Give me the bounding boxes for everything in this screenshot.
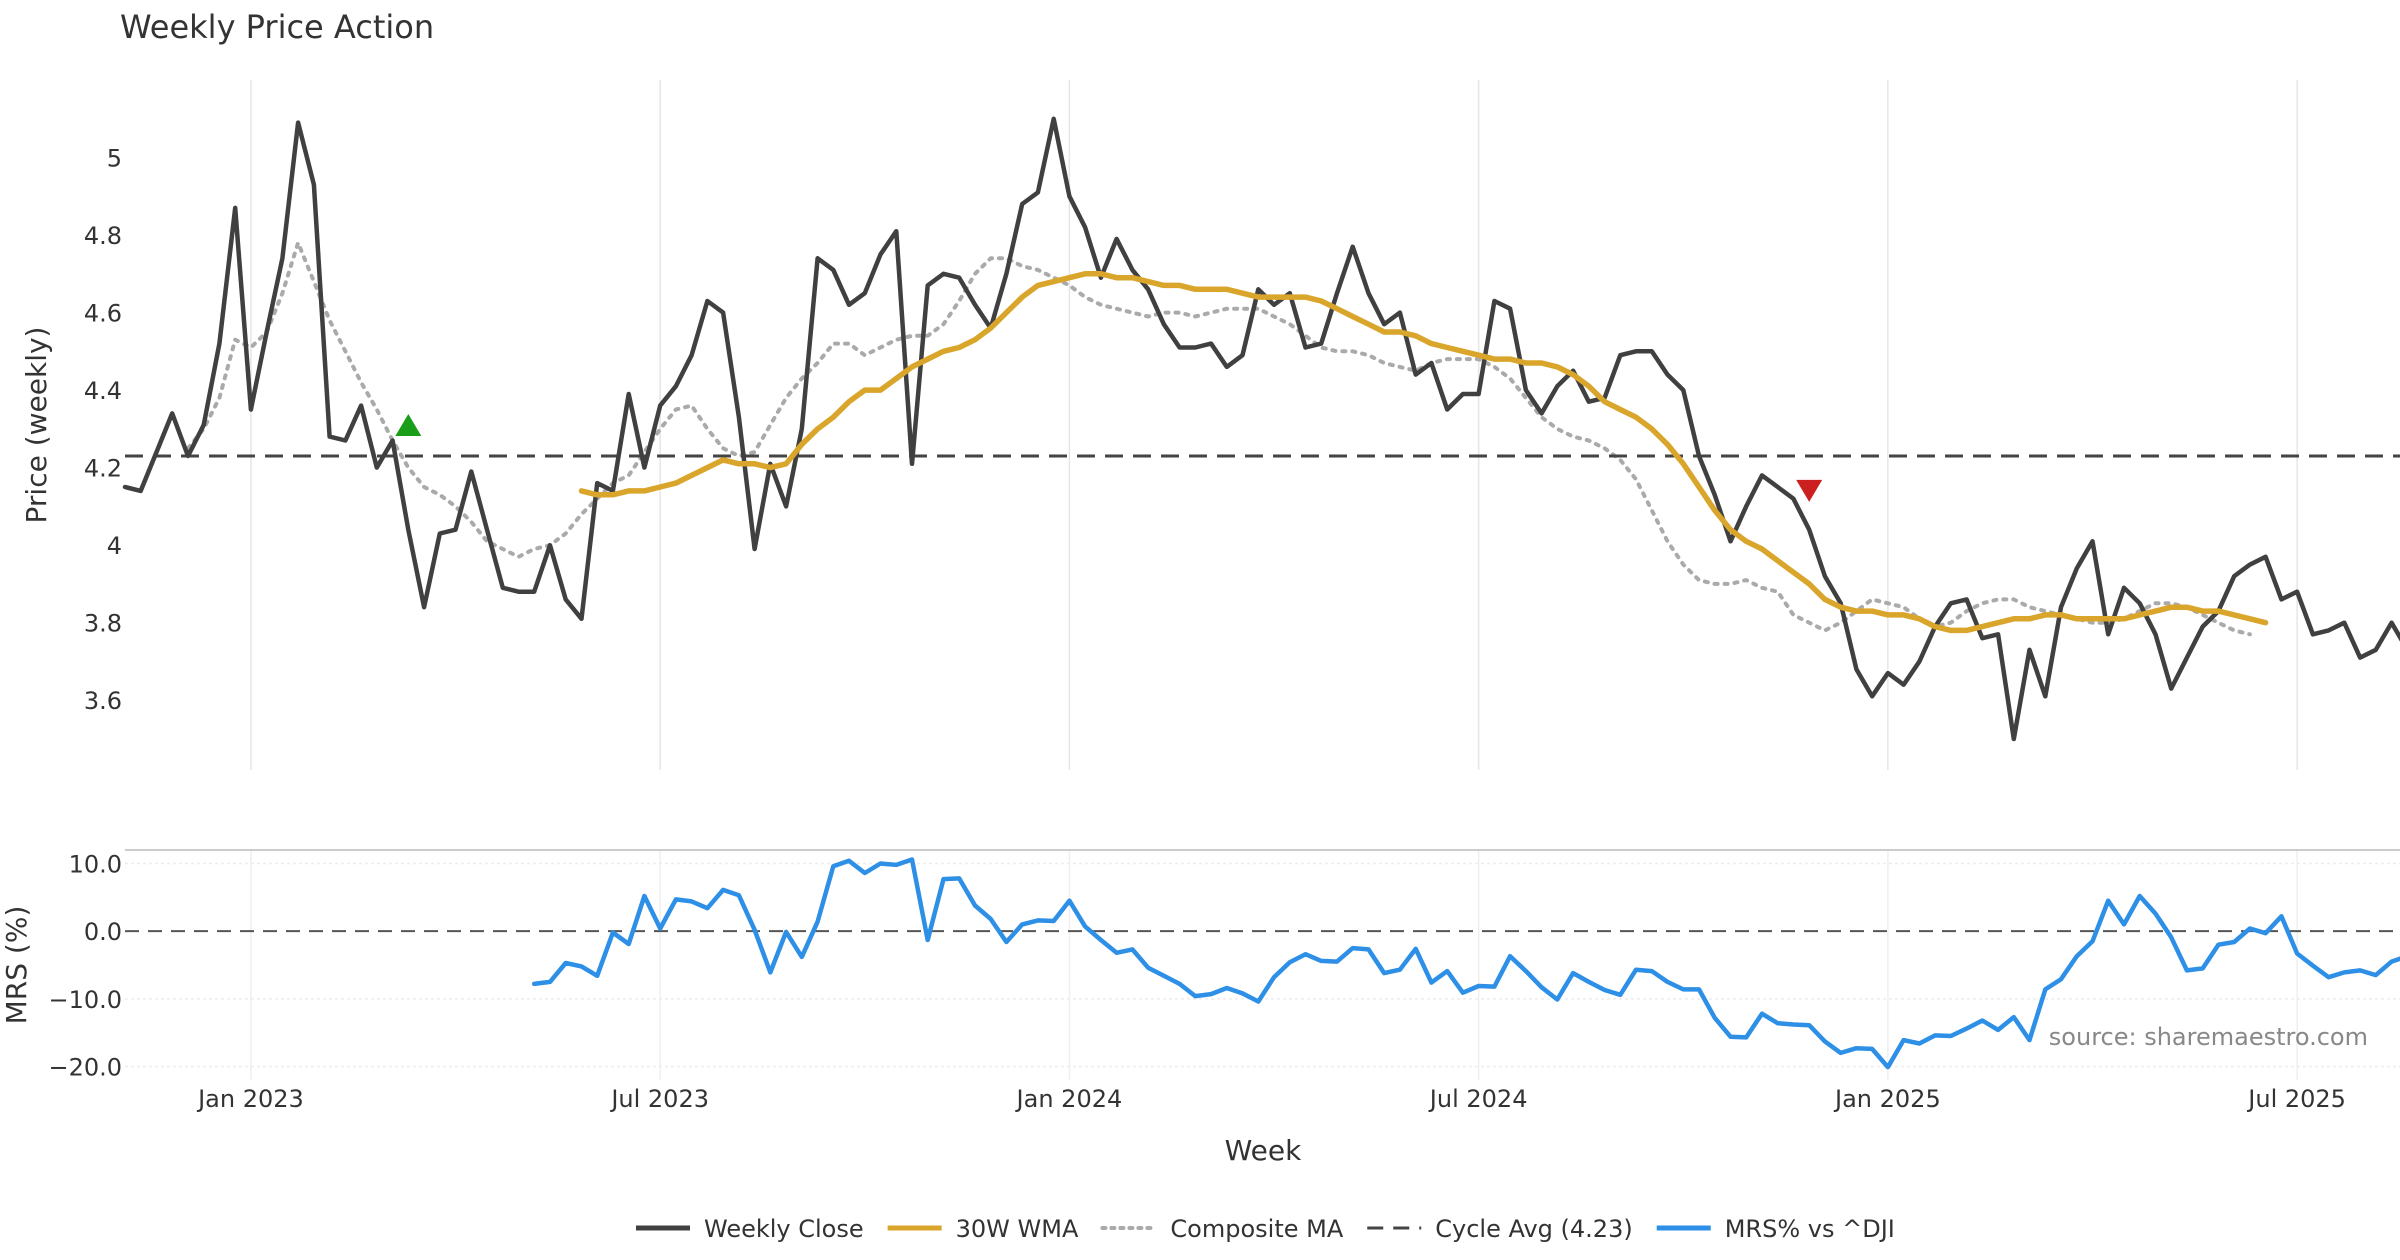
price-panel: 3.6 3.8 4 4.2 4.4 4.6 4.8 5 Price (weekly) <box>20 80 2400 770</box>
x-tick-label: Jan 2025 <box>1833 1085 1941 1113</box>
legend-label: Weekly Close <box>704 1215 864 1243</box>
legend-label: 30W WMA <box>956 1215 1079 1243</box>
x-tick-label: Jul 2025 <box>2246 1085 2346 1113</box>
signal-markers <box>395 414 1823 502</box>
legend-label: MRS% vs ^DJI <box>1725 1215 1895 1243</box>
source-label: source: sharemaestro.com <box>2049 1023 2368 1051</box>
legend-label: Cycle Avg (4.23) <box>1435 1215 1632 1243</box>
legend-label: Composite MA <box>1170 1215 1343 1243</box>
price-y-tick-label: 3.6 <box>84 687 122 715</box>
mrs-y-tick-label: 10.0 <box>69 851 122 879</box>
mrs-y-axis-label: MRS (%) <box>0 906 33 1025</box>
mrs-y-tick-label: −20.0 <box>48 1053 122 1081</box>
buy-signal-marker <box>395 414 422 436</box>
price-gridlines <box>250 80 2298 770</box>
x-axis-label: Week <box>1225 1134 1302 1167</box>
price-y-tick-label: 3.8 <box>84 610 122 638</box>
weekly-close-line <box>122 116 2400 742</box>
mrs-panel: −20.0 −10.0 0.0 10.0 MRS (%) source: sharem… <box>0 849 2400 1082</box>
wma-30w-line <box>578 271 2269 634</box>
x-tick-label: Jul 2023 <box>609 1085 709 1113</box>
mrs-y-axis: −20.0 −10.0 0.0 10.0 <box>48 851 122 1082</box>
price-y-tick-label: 4 <box>107 532 122 560</box>
sell-signal-marker <box>1796 479 1823 502</box>
price-y-axis: 3.6 3.8 4 4.2 4.4 4.6 4.8 5 <box>84 145 122 716</box>
x-axis: Jan 2023 Jul 2023 Jan 2024 Jul 2024 Jan 2025… <box>196 1085 2346 1113</box>
mrs-series <box>531 857 2400 1070</box>
mrs-y-tick-label: −10.0 <box>48 986 122 1014</box>
x-tick-label: Jan 2024 <box>1015 1085 1123 1113</box>
mrs-y-tick-label: 0.0 <box>84 918 122 946</box>
chart-title: Weekly Price Action <box>120 8 434 46</box>
price-y-axis-label: Price (weekly) <box>20 327 53 524</box>
price-series <box>122 116 2400 742</box>
price-y-tick-label: 4.8 <box>84 222 122 250</box>
price-y-tick-label: 4.2 <box>84 455 122 483</box>
mrs-gridlines <box>125 849 2400 1080</box>
x-tick-label: Jan 2023 <box>196 1085 304 1113</box>
composite-ma-line <box>186 240 2252 637</box>
price-y-tick-label: 4.4 <box>84 377 122 405</box>
legend: Weekly Close 30W WMA Composite MA Cycle Avg… <box>636 1215 1895 1243</box>
price-y-tick-label: 4.6 <box>84 300 122 328</box>
price-y-tick-label: 5 <box>107 145 122 173</box>
mrs-line <box>531 857 2400 1070</box>
x-tick-label: Jul 2024 <box>1428 1085 1528 1113</box>
